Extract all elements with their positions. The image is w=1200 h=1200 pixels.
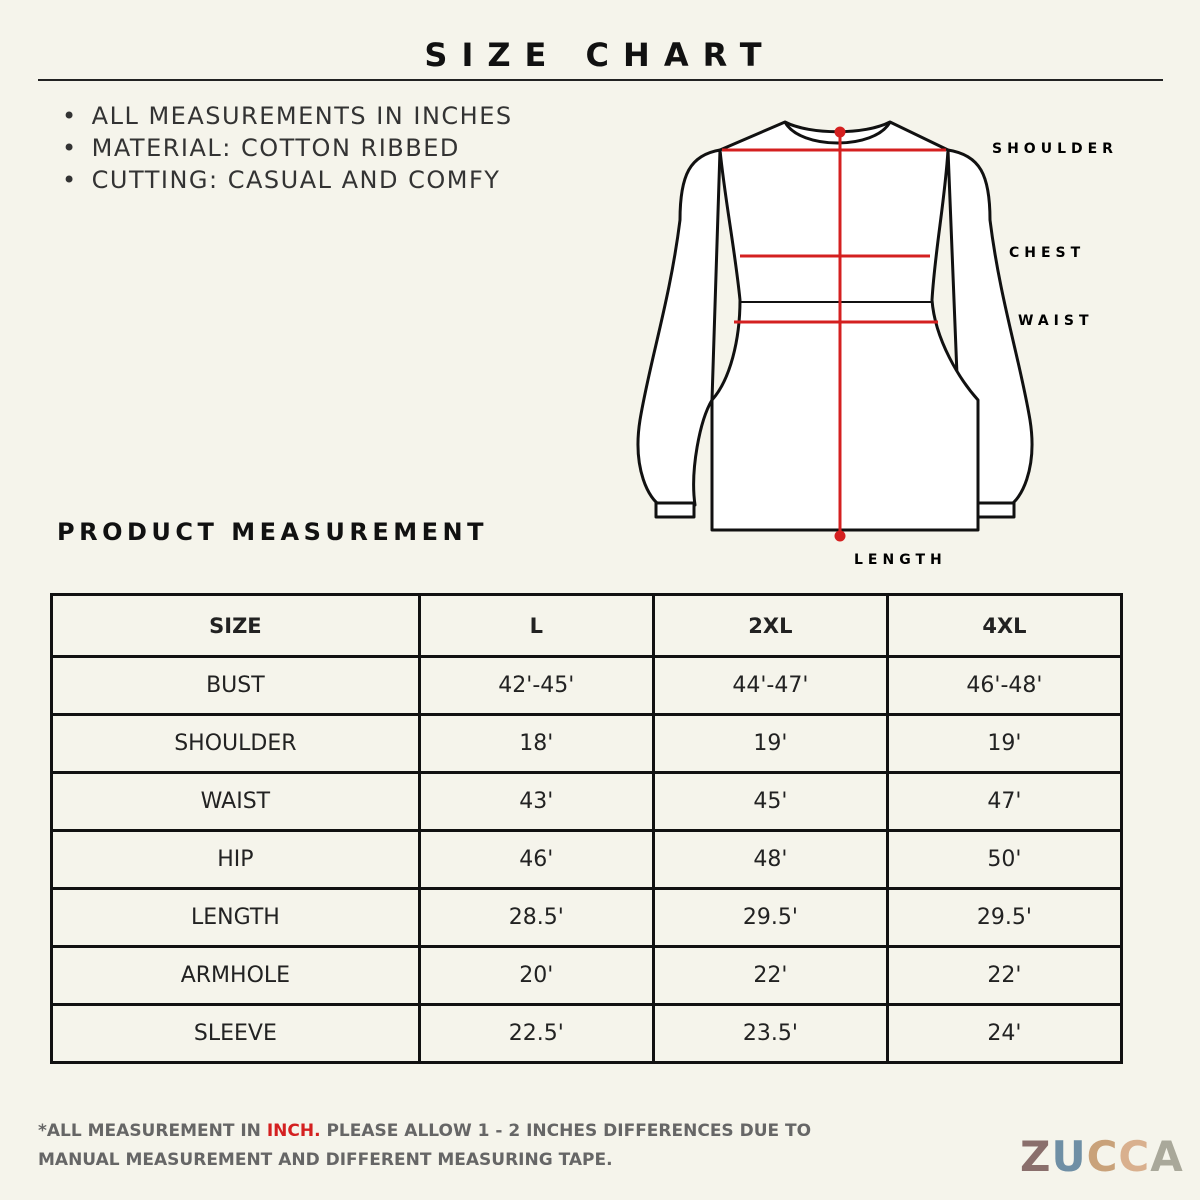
divider: [38, 79, 1163, 81]
table-cell: SLEEVE: [50, 1003, 421, 1064]
title: SIZE CHART: [424, 36, 776, 74]
table-cell: 19': [651, 713, 889, 774]
header-cell: SIZE: [50, 593, 421, 658]
label-shoulder: SHOULDER: [992, 141, 1118, 157]
note: CUTTING: CASUAL AND COMFY: [62, 166, 513, 198]
label-chest: CHEST: [1009, 245, 1085, 261]
table-cell: 29.5': [885, 887, 1124, 948]
table-cell: 44'-47': [651, 655, 889, 716]
header-cell: 4XL: [885, 593, 1124, 658]
table-cell: 45': [651, 771, 889, 832]
table-cell: 22': [885, 945, 1124, 1006]
footer-highlight: INCH.: [266, 1121, 321, 1141]
table-cell: HIP: [50, 829, 421, 890]
table-cell: ARMHOLE: [50, 945, 421, 1006]
table-cell: 20': [417, 945, 655, 1006]
label-waist: WAIST: [1018, 313, 1094, 329]
table-cell: 46': [417, 829, 655, 890]
table-cell: 48': [651, 829, 889, 890]
table-cell: 22.5': [417, 1003, 655, 1064]
table-cell: 22': [651, 945, 889, 1006]
footer-rest: PLEASE ALLOW 1 - 2 INCHES DIFFERENCES DU…: [38, 1121, 812, 1170]
section-title: PRODUCT MEASUREMENT: [57, 518, 488, 546]
logo-letter: C: [1086, 1132, 1119, 1181]
table-cell: SHOULDER: [50, 713, 421, 774]
table-cell: 47': [885, 771, 1124, 832]
table-cell: 23.5': [651, 1003, 889, 1064]
table-cell: WAIST: [50, 771, 421, 832]
table-row: WAIST 43' 45' 47': [50, 771, 1124, 832]
header-cell: 2XL: [651, 593, 889, 658]
logo-letter: Z: [1020, 1132, 1052, 1181]
logo-letter: C: [1118, 1132, 1151, 1181]
note: ALL MEASUREMENTS IN INCHES: [62, 102, 513, 134]
table-row: SHOULDER 18' 19' 19': [50, 713, 1124, 774]
label-length: LENGTH: [854, 552, 947, 568]
table-row: SLEEVE 22.5' 23.5' 24': [50, 1003, 1124, 1064]
notes: ALL MEASUREMENTS IN INCHES MATERIAL: COT…: [62, 102, 513, 198]
table-cell: 50': [885, 829, 1124, 890]
logo: ZUCCA: [1020, 1132, 1184, 1181]
table-cell: BUST: [50, 655, 421, 716]
note: MATERIAL: COTTON RIBBED: [62, 134, 513, 166]
footer-prefix: *ALL MEASUREMENT IN: [38, 1121, 261, 1141]
garment-diagram: SHOULDER CHEST WAIST LENGTH: [636, 120, 1118, 568]
header-cell: L: [417, 593, 655, 658]
table-cell: 28.5': [417, 887, 655, 948]
logo-letter: A: [1150, 1132, 1184, 1181]
table-cell: 24': [885, 1003, 1124, 1064]
header-row: SIZE L 2XL 4XL: [50, 593, 1124, 658]
table-row: LENGTH 28.5' 29.5' 29.5': [50, 887, 1124, 948]
table-cell: 46'-48': [885, 655, 1124, 716]
size-table: SIZE L 2XL 4XL BUST 42'-45' 44'-47' 46'-48' SHOU…: [50, 593, 1124, 1064]
table-cell: 19': [885, 713, 1124, 774]
footer-note: *ALL MEASUREMENT IN INCH. PLEASE ALLOW 1…: [38, 1117, 858, 1175]
table-cell: 29.5': [651, 887, 889, 948]
table-row: ARMHOLE 20' 22' 22': [50, 945, 1124, 1006]
logo-letter: U: [1051, 1132, 1087, 1181]
table-cell: 42'-45': [417, 655, 655, 716]
table-cell: 18': [417, 713, 655, 774]
table-row: HIP 46' 48' 50': [50, 829, 1124, 890]
table-cell: LENGTH: [50, 887, 421, 948]
table-row: BUST 42'-45' 44'-47' 46'-48': [50, 655, 1124, 716]
table-cell: 43': [417, 771, 655, 832]
